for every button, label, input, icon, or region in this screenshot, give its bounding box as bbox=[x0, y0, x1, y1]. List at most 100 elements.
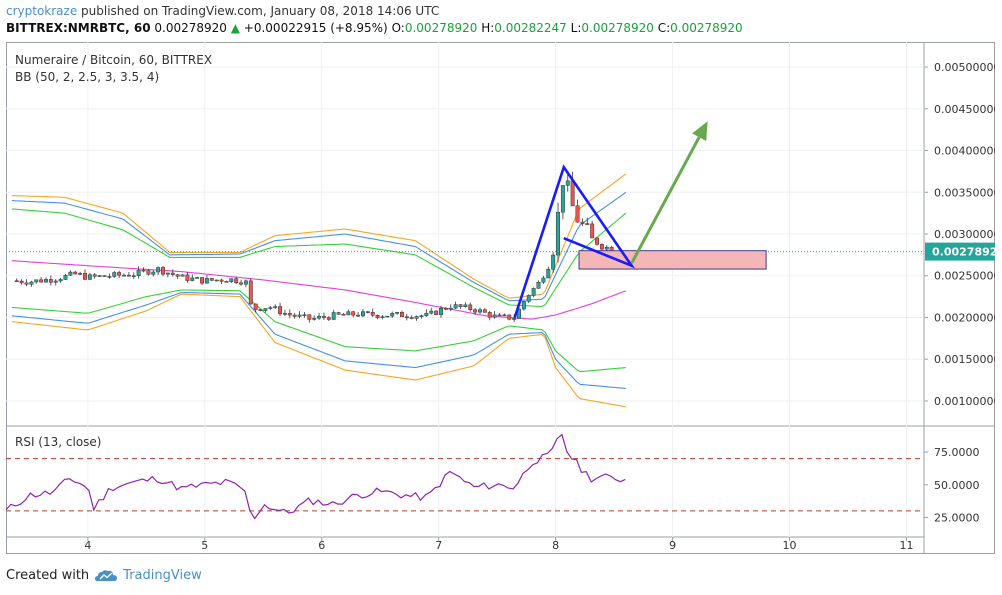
candle-down bbox=[321, 315, 326, 318]
candle-down bbox=[351, 311, 356, 316]
candle-up bbox=[380, 316, 385, 318]
candle-up bbox=[360, 311, 365, 317]
candle-down bbox=[336, 312, 341, 315]
bullish-arrow-line[interactable] bbox=[630, 136, 701, 264]
x-tick-label: 11 bbox=[899, 539, 913, 552]
rsi-line bbox=[5, 433, 626, 520]
x-tick-label: 10 bbox=[783, 539, 797, 552]
x-tick-label: 6 bbox=[318, 539, 325, 552]
candle-up bbox=[190, 277, 195, 281]
candle-up bbox=[68, 271, 73, 276]
candle-down bbox=[341, 314, 346, 316]
candle-up bbox=[536, 282, 541, 289]
candle-down bbox=[239, 282, 243, 285]
price-tick-label: 0.00250000 bbox=[934, 270, 995, 283]
candle-down bbox=[102, 275, 107, 277]
candle-up bbox=[282, 313, 287, 315]
candle-up bbox=[517, 308, 521, 319]
candle-down bbox=[253, 303, 258, 310]
candle-up bbox=[165, 272, 170, 275]
candle-up bbox=[214, 279, 219, 282]
candle-down bbox=[575, 205, 580, 223]
candle-up bbox=[448, 307, 453, 310]
candle-up bbox=[395, 312, 400, 314]
close-label: C: bbox=[657, 21, 671, 35]
candle-up bbox=[521, 301, 526, 310]
x-tick-label: 7 bbox=[435, 539, 442, 552]
bb-upper-outer-line bbox=[11, 173, 627, 299]
drawing-annotations[interactable] bbox=[513, 121, 767, 318]
candle-up bbox=[414, 316, 419, 319]
candle-down bbox=[200, 277, 204, 284]
candle-down bbox=[292, 314, 297, 317]
publish-line: cryptokraze published on TradingView.com… bbox=[6, 4, 439, 18]
author-link[interactable]: cryptokraze bbox=[6, 4, 78, 18]
created-with-text: Created with bbox=[6, 568, 90, 583]
chart-svg[interactable]: 4 5 6 7 8 9 10 11 0.00500000 0.00450000 0.00400000… bbox=[5, 42, 1002, 554]
buy-zone-rectangle[interactable] bbox=[578, 250, 767, 270]
candle-down bbox=[443, 308, 448, 310]
candle-up bbox=[604, 246, 609, 250]
candle-up bbox=[492, 314, 497, 318]
candle-up bbox=[136, 269, 141, 276]
candle-up bbox=[502, 314, 507, 317]
candle-up bbox=[87, 274, 92, 280]
candle-down bbox=[599, 244, 604, 250]
main-pane-title: Numeraire / Bitcoin, 60, BITTREX bbox=[15, 53, 212, 67]
candle-down bbox=[175, 274, 180, 277]
candle-up bbox=[541, 277, 546, 283]
outer-border bbox=[6, 42, 995, 554]
current-price-badge bbox=[925, 242, 995, 261]
candle-up bbox=[195, 277, 200, 279]
candle-down bbox=[507, 314, 512, 320]
candle-down bbox=[234, 278, 239, 284]
low-value: 0.00278920 bbox=[581, 21, 654, 35]
up-arrow-icon: ▲ bbox=[230, 21, 240, 35]
price-tick-label: 0.00450000 bbox=[934, 103, 995, 116]
candle-down bbox=[356, 314, 361, 317]
candle-up bbox=[78, 273, 83, 275]
rsi-pane-title: RSI (13, close) bbox=[15, 435, 101, 449]
candle-up bbox=[53, 280, 58, 283]
rsi-series bbox=[5, 433, 924, 520]
candle-up bbox=[97, 275, 102, 277]
candle-up bbox=[463, 304, 468, 307]
price-tick-label: 0.00100000 bbox=[934, 395, 995, 408]
change-value: +0.00022915 (+8.95%) bbox=[243, 21, 388, 35]
candle-up bbox=[63, 274, 68, 280]
candle-down bbox=[434, 310, 439, 315]
rsi-tick-label: 75.0000 bbox=[934, 446, 980, 459]
bb-lower-outer-line bbox=[11, 293, 626, 408]
bb-indicator-label: BB (50, 2, 2.5, 3, 3.5, 4) bbox=[15, 70, 159, 84]
pennant-pattern-drawing[interactable] bbox=[513, 164, 636, 318]
candle-up bbox=[317, 315, 322, 319]
bullish-arrow-head[interactable] bbox=[692, 121, 708, 141]
candle-up bbox=[29, 281, 34, 285]
chart-frame[interactable]: 4 5 6 7 8 9 10 11 0.00500000 0.00450000 0.00400000… bbox=[5, 42, 1002, 554]
price-tick-label: 0.00200000 bbox=[934, 311, 995, 324]
high-value: 0.00282247 bbox=[494, 21, 567, 35]
candle-up bbox=[180, 274, 185, 277]
candle-up bbox=[424, 312, 429, 316]
candle-down bbox=[14, 280, 19, 282]
candle-down bbox=[409, 317, 414, 319]
candle-down bbox=[278, 306, 283, 315]
candle-down bbox=[487, 312, 492, 318]
candle-down bbox=[365, 311, 370, 313]
x-tick-label: 4 bbox=[84, 539, 91, 552]
tradingview-brand-link[interactable]: TradingView bbox=[123, 568, 202, 583]
candles bbox=[14, 171, 624, 323]
ohlc-line: BITTREX:NMRBTC, 60 0.00278920 ▲ +0.00022… bbox=[6, 21, 743, 35]
rsi-tick-label: 50.0000 bbox=[934, 479, 980, 492]
candle-down bbox=[287, 313, 292, 316]
candle-up bbox=[331, 312, 336, 320]
candle-down bbox=[497, 314, 502, 317]
candle-down bbox=[117, 272, 122, 276]
candle-down bbox=[585, 223, 590, 225]
price-tick-label: 0.00500000 bbox=[934, 61, 995, 74]
candle-up bbox=[204, 278, 209, 284]
candle-up bbox=[297, 314, 302, 317]
candle-up bbox=[556, 211, 560, 256]
candle-up bbox=[526, 295, 531, 302]
candle-down bbox=[39, 279, 44, 283]
